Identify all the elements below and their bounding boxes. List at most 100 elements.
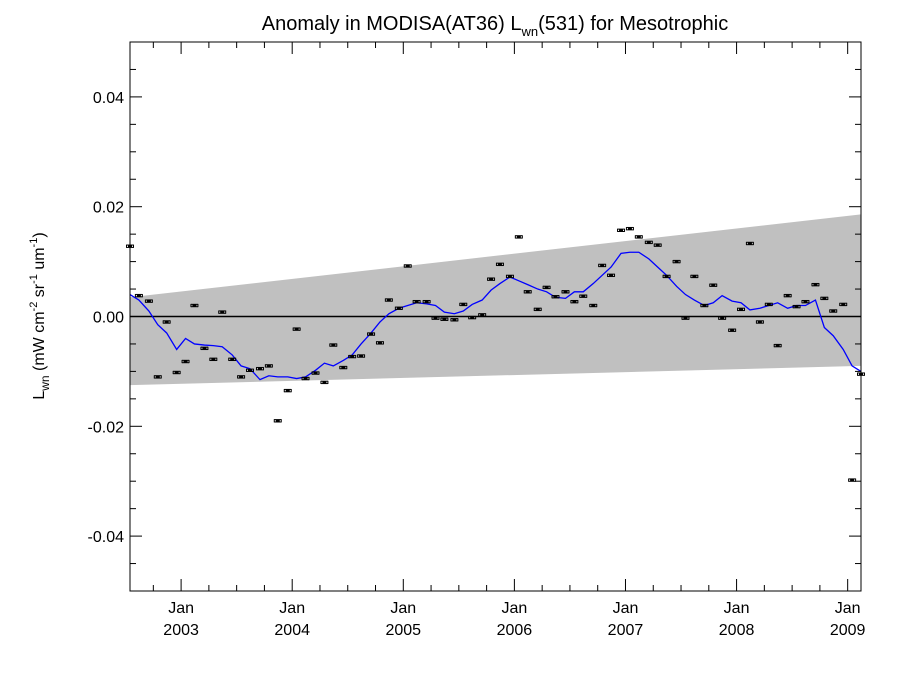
- data-point: [764, 302, 773, 307]
- data-point: [634, 235, 643, 239]
- data-point: [255, 366, 264, 371]
- data-point: [514, 235, 523, 239]
- data-point: [181, 359, 190, 364]
- x-tick-label-year: 2006: [497, 622, 533, 639]
- data-point: [745, 241, 754, 246]
- data-point: [662, 274, 671, 279]
- data-point: [561, 290, 570, 294]
- data-point: [403, 264, 412, 268]
- data-point: [487, 277, 496, 281]
- data-point: [811, 282, 820, 287]
- data-point: [579, 294, 588, 298]
- data-point: [644, 240, 653, 245]
- x-tick-label-year: 2008: [719, 622, 755, 639]
- data-point: [412, 299, 421, 304]
- data-point: [783, 293, 792, 298]
- data-point: [237, 375, 246, 379]
- data-point: [848, 478, 857, 482]
- data-point: [301, 376, 310, 381]
- data-point: [709, 283, 718, 287]
- data-point: [422, 299, 431, 304]
- data-point: [672, 259, 681, 264]
- data-point: [209, 357, 218, 362]
- data-point: [440, 317, 449, 321]
- data-point: [348, 354, 357, 359]
- x-tick-label-month: Jan: [279, 600, 305, 617]
- data-point: [190, 303, 199, 308]
- data-point: [542, 285, 551, 290]
- x-tick-label-year: 2007: [608, 622, 644, 639]
- chart-title: Anomaly in MODISA(AT36) Lwn(531) for Mes…: [262, 13, 728, 39]
- data-point: [478, 313, 487, 317]
- data-point: [450, 318, 459, 322]
- data-point: [617, 228, 626, 233]
- data-point: [829, 309, 838, 313]
- data-point: [218, 310, 227, 314]
- uncertainty-band: [130, 214, 861, 386]
- data-point: [755, 320, 764, 324]
- x-tick-label-month: Jan: [613, 600, 639, 617]
- data-point: [728, 328, 737, 332]
- y-axis-label: Lwn (mW cm-2 sr-1 um-1): [28, 232, 52, 399]
- data-point: [607, 273, 616, 278]
- data-point: [264, 364, 273, 368]
- x-tick-label-month: Jan: [724, 600, 750, 617]
- data-point: [820, 296, 829, 301]
- data-point: [144, 299, 153, 303]
- data-point: [384, 298, 393, 302]
- y-tick-label: 0.04: [93, 90, 124, 107]
- data-point: [700, 303, 709, 308]
- data-point: [681, 316, 690, 320]
- data-point: [468, 315, 477, 320]
- data-point: [162, 320, 171, 324]
- data-point: [801, 299, 810, 304]
- data-point: [228, 357, 237, 362]
- x-tick-label-month: Jan: [501, 600, 527, 617]
- data-point: [394, 306, 403, 310]
- data-point: [134, 293, 143, 298]
- data-point: [773, 343, 782, 348]
- data-point: [718, 316, 727, 320]
- data-point: [523, 290, 532, 294]
- data-point: [431, 316, 440, 320]
- x-tick-label-month: Jan: [835, 600, 861, 617]
- data-point: [737, 307, 746, 312]
- y-tick-label: 0.00: [93, 310, 124, 327]
- data-point: [329, 343, 338, 347]
- data-point: [495, 262, 504, 267]
- data-point: [153, 375, 162, 379]
- data-point: [339, 365, 348, 370]
- data-point: [283, 388, 292, 393]
- data-point: [200, 346, 209, 351]
- data-point: [551, 295, 560, 299]
- data-point: [311, 371, 320, 375]
- x-tick-label-month: Jan: [390, 600, 416, 617]
- x-tick-label-year: 2009: [830, 622, 866, 639]
- data-point: [375, 341, 384, 345]
- data-point: [690, 274, 699, 279]
- data-point: [505, 274, 514, 279]
- data-point: [533, 307, 542, 312]
- data-point: [320, 380, 329, 385]
- x-tick-label-year: 2003: [163, 622, 199, 639]
- x-tick-label-month: Jan: [168, 600, 194, 617]
- data-point: [172, 370, 181, 375]
- data-point: [653, 243, 662, 247]
- data-point: [357, 354, 366, 358]
- y-tick-label: -0.02: [88, 419, 125, 436]
- data-point: [245, 368, 254, 373]
- data-point: [598, 263, 607, 268]
- y-tick-label: -0.04: [88, 529, 125, 546]
- data-point: [459, 302, 468, 307]
- x-tick-label-year: 2005: [385, 622, 421, 639]
- data-point: [625, 226, 634, 231]
- data-point: [839, 302, 848, 307]
- y-tick-label: 0.02: [93, 200, 124, 217]
- data-point: [367, 332, 376, 336]
- data-point: [589, 303, 598, 308]
- data-point: [792, 304, 801, 309]
- data-point: [570, 299, 579, 304]
- data-point: [292, 327, 301, 331]
- data-point: [273, 419, 282, 423]
